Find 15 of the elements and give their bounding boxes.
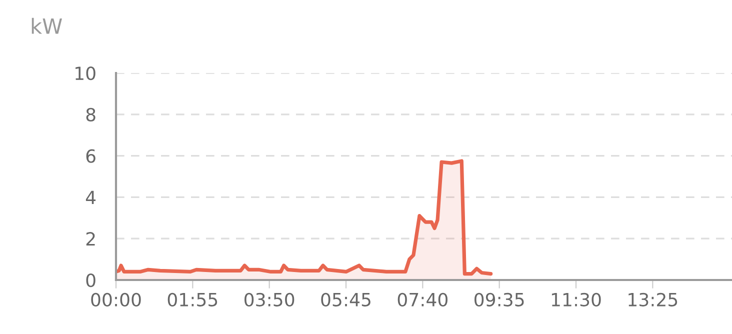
- x-tick-label: 11:30: [552, 292, 601, 306]
- x-tick-label: 00:00: [91, 292, 141, 306]
- y-tick-label: 8: [86, 108, 96, 122]
- y-tick-label: 0: [86, 273, 96, 288]
- x-tick-label: 03:50: [244, 292, 294, 306]
- x-tick-label: 05:45: [321, 292, 370, 306]
- x-tick-label: 01:55: [168, 292, 218, 306]
- y-tick-label: 6: [86, 149, 96, 163]
- y-tick-label: 10: [76, 66, 96, 80]
- x-tick-label: 09:35: [474, 292, 524, 306]
- y-axis-title: kW: [32, 18, 62, 34]
- y-tick-label: 4: [86, 190, 96, 204]
- x-tick-label: 13:25: [628, 292, 678, 306]
- x-tick-label: 07:40: [398, 292, 448, 306]
- y-tick-label: 2: [86, 232, 95, 246]
